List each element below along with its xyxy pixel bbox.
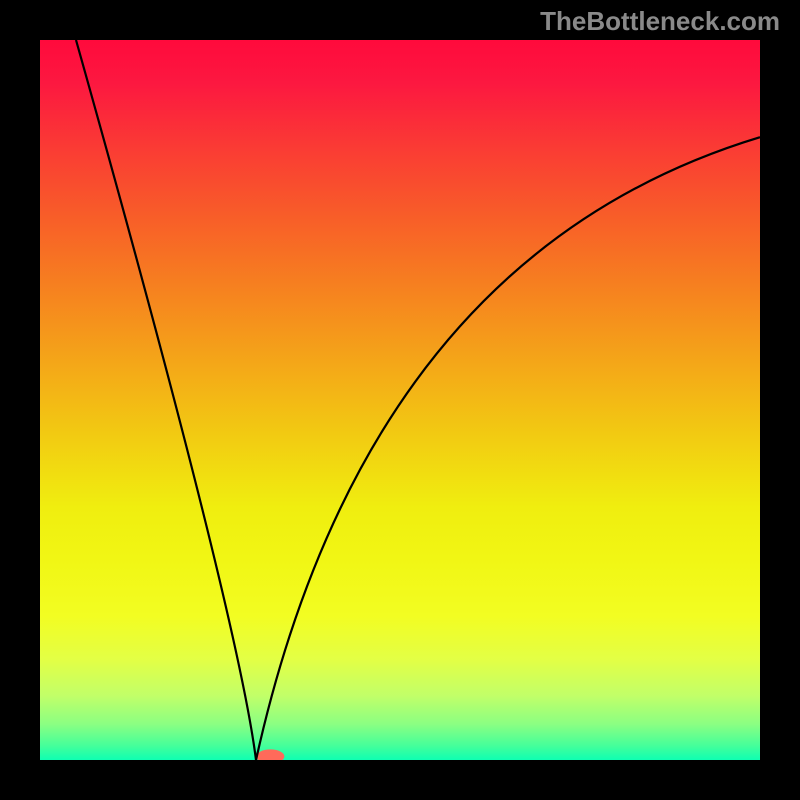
gradient-background xyxy=(40,40,760,760)
watermark-text: TheBottleneck.com xyxy=(540,6,780,37)
bottleneck-curve-chart xyxy=(0,0,800,800)
vertex-marker xyxy=(256,749,284,763)
chart-stage: TheBottleneck.com xyxy=(0,0,800,800)
